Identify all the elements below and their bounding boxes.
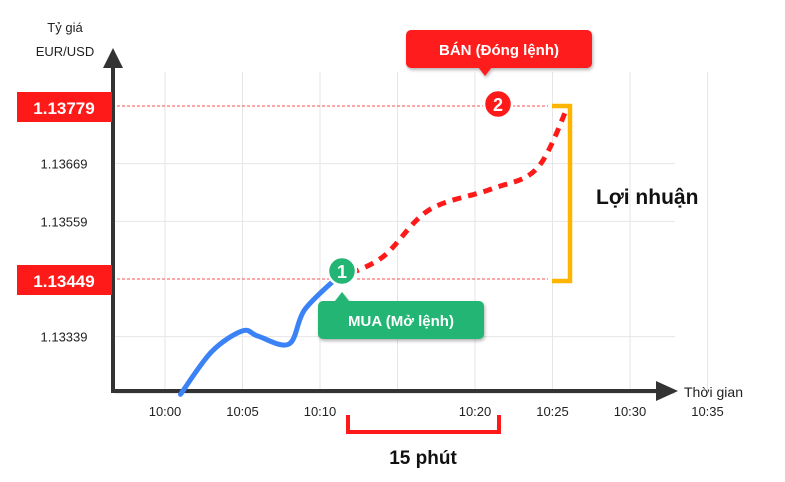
buy-callout-text: MUA (Mở lệnh): [348, 313, 454, 330]
price-series: [178, 104, 571, 397]
x-axis-arrow: [656, 381, 678, 401]
y-tick-labels: 1.13339 1.13559 1.13669: [41, 157, 88, 345]
buy-price-text: 1.13449: [33, 272, 94, 291]
x-tick-label: 10:05: [226, 404, 259, 419]
x-tick-label: 10:20: [459, 404, 492, 419]
x-tick-label: 10:30: [614, 404, 647, 419]
price-line: [178, 276, 338, 397]
x-tick-label: 10:00: [149, 404, 182, 419]
duration-bracket: [346, 415, 501, 434]
buy-price-label: 1.13449: [17, 265, 112, 295]
profit-label: Lợi nhuận: [596, 186, 698, 209]
buy-callout: [318, 292, 484, 339]
buy-marker: 1: [326, 255, 358, 287]
sell-price-label: 1.13779: [17, 92, 112, 122]
profit-bracket: [552, 103, 573, 284]
x-tick-label: 10:10: [304, 404, 337, 419]
sell-price-text: 1.13779: [33, 99, 94, 118]
x-tick-labels: 10:00 10:05 10:10 10:20 10:25 10:30 10:35: [149, 404, 724, 419]
buy-marker-number: 1: [337, 262, 347, 282]
y-axis-title-line-1: Tỷ giá: [47, 20, 83, 35]
y-tick-label: 1.13559: [41, 214, 88, 229]
y-axis-title-line-2: EUR/USD: [36, 44, 95, 59]
x-tick-label: 10:35: [691, 404, 724, 419]
duration-label: 15 phút: [389, 448, 457, 469]
sell-marker: 2: [482, 88, 514, 120]
y-tick-label: 1.13669: [41, 157, 88, 172]
price-level-lines: [112, 105, 548, 280]
projected-price-line: [334, 104, 571, 282]
y-tick-label: 1.13339: [41, 330, 88, 345]
sell-callout-text: BÁN (Đóng lệnh): [439, 42, 559, 59]
y-axis-arrow: [103, 48, 123, 68]
sell-callout: [406, 30, 592, 76]
grid-lines: [115, 72, 708, 394]
x-tick-label: 10:25: [536, 404, 569, 419]
sell-marker-number: 2: [493, 95, 503, 115]
x-axis-title: Thời gian: [684, 384, 743, 400]
